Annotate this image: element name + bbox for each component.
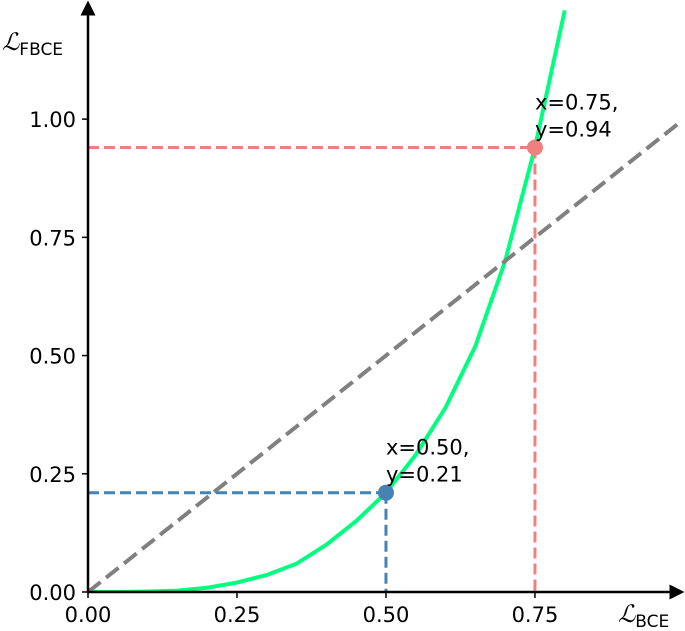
series-line [88, 9, 567, 592]
point-label: y=0.21 [386, 463, 463, 487]
series-line [88, 122, 680, 592]
y-axis-label: ℒFBCE [2, 28, 63, 60]
x-tick-label: 0.75 [512, 603, 559, 627]
x-tick-label: 0.50 [363, 603, 410, 627]
x-axis-label: ℒBCE [618, 600, 669, 631]
point-label: x=0.75, [535, 90, 618, 114]
point-label: y=0.94 [535, 117, 612, 141]
point-label: x=0.50, [386, 436, 469, 460]
x-tick-label: 0.00 [65, 603, 112, 627]
x-label-symbol: ℒ [618, 600, 636, 628]
y-tick-label: 0.25 [29, 463, 76, 487]
y-tick-label: 1.00 [29, 108, 76, 132]
point-marker [526, 139, 543, 156]
x-label-subscript: BCE [635, 612, 669, 631]
x-tick-label: 0.25 [214, 603, 261, 627]
y-label-subscript: FBCE [19, 40, 63, 60]
y-tick-label: 0.50 [29, 345, 76, 369]
y-label-symbol: ℒ [2, 28, 20, 56]
y-tick-label: 0.75 [29, 226, 76, 250]
point-marker [377, 484, 394, 501]
y-tick-label: 0.00 [29, 581, 76, 605]
